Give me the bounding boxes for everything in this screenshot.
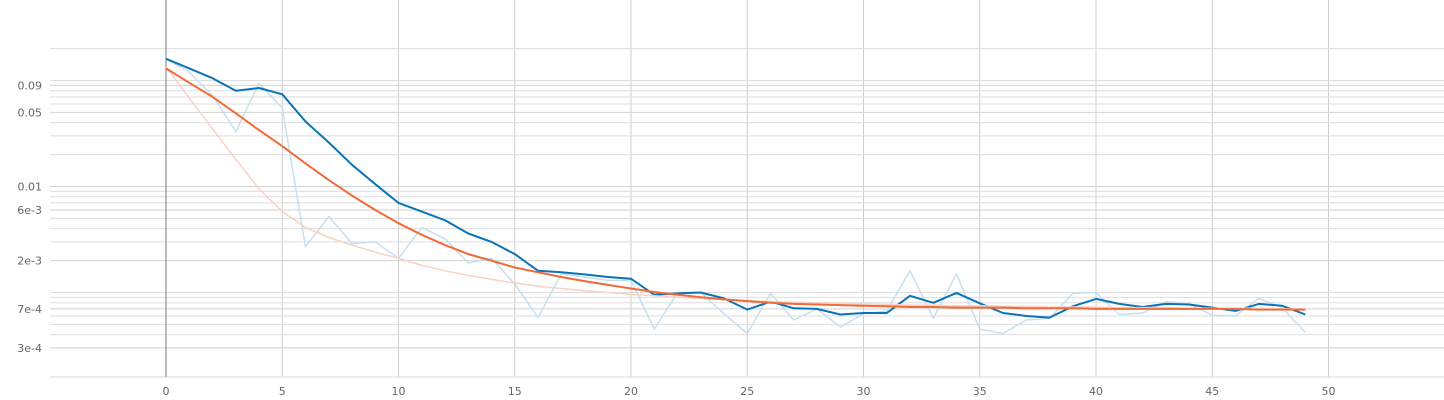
y-tick-label: 0.05 (18, 106, 43, 119)
x-tick-label: 20 (624, 385, 638, 398)
x-tick-label: 30 (857, 385, 871, 398)
x-tick-label: 45 (1205, 385, 1219, 398)
x-tick-label: 15 (508, 385, 522, 398)
y-tick-label: 7e-4 (17, 303, 42, 316)
x-tick-label: 10 (392, 385, 406, 398)
x-tick-label: 5 (279, 385, 286, 398)
series-line-raw-0 (165, 58, 1306, 335)
x-tick-label: 0 (163, 385, 170, 398)
y-tick-label: 6e-3 (17, 204, 42, 217)
x-tick-labels: 0 5 10 15 20 25 30 35 40 45 50 (163, 385, 1336, 398)
x-tick-label: 35 (973, 385, 987, 398)
series-line-smoothed-1 (165, 57, 1306, 319)
x-tick-label: 50 (1322, 385, 1336, 398)
axes (50, 0, 1444, 378)
y-tick-label: 3e-4 (17, 342, 42, 355)
series-line-raw-2 (165, 66, 1306, 310)
y-tick-label: 2e-3 (17, 255, 42, 268)
x-tick-label: 40 (1089, 385, 1103, 398)
y-tick-label: 0.09 (18, 79, 43, 92)
series-lines (165, 57, 1306, 335)
grid (50, 0, 1444, 377)
y-tick-label: 0.01 (18, 180, 43, 193)
series-line-smoothed-3 (165, 67, 1306, 311)
y-tick-labels: 0.09 0.05 0.01 6e-3 2e-3 7e-4 3e-4 (17, 79, 42, 355)
x-tick-label: 25 (740, 385, 754, 398)
